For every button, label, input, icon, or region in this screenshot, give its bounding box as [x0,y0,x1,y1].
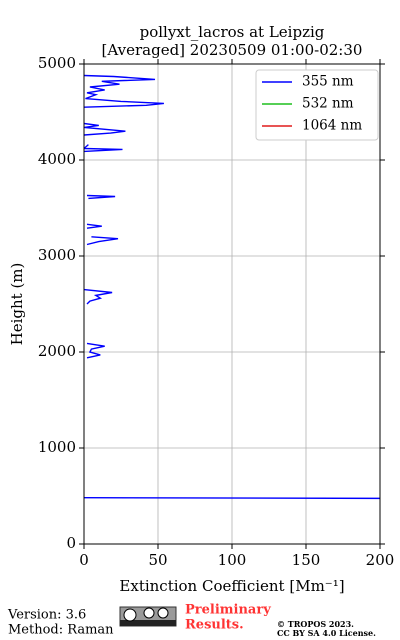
legend-box [255,69,379,141]
x-tick-label: 0 [79,551,89,569]
plot-frame [83,63,381,545]
y-tick-label: 2000 [38,342,76,360]
plot-area [84,74,380,500]
x-axis-label: Extinction Coefficient [Mm⁻¹] [119,577,344,595]
y-tick-label: 1000 [38,438,76,456]
cc-badge [119,606,177,627]
chart-subtitle: [Averaged] 20230509 01:00-02:30 [102,41,363,59]
notice: Preliminary [185,603,271,618]
y-tick-label: 5000 [38,54,76,72]
x-tick-label: 100 [218,551,247,569]
y-tick-label: 3000 [38,246,76,264]
copyright: © TROPOS 2023. [277,619,354,629]
version: Version: 3.6 [7,608,86,623]
y-axis-label: Height (m) [8,263,26,346]
method: Method: Raman [8,623,114,638]
y-tick-label: 0 [66,534,76,552]
x-tick-label: 50 [148,551,167,569]
legend-label: 1064 nm [302,118,362,134]
y-tick-label: 4000 [38,150,76,168]
x-tick-label: 200 [366,551,395,569]
x-tick-label: 150 [292,551,321,569]
legend-label: 355 nm [302,74,354,90]
license: CC BY SA 4.0 License. [277,628,376,638]
legend-label: 532 nm [302,96,354,112]
chart-title: pollyxt_lacros at Leipzig [140,23,325,41]
profile-line [84,74,380,500]
notice: Results. [185,618,244,633]
